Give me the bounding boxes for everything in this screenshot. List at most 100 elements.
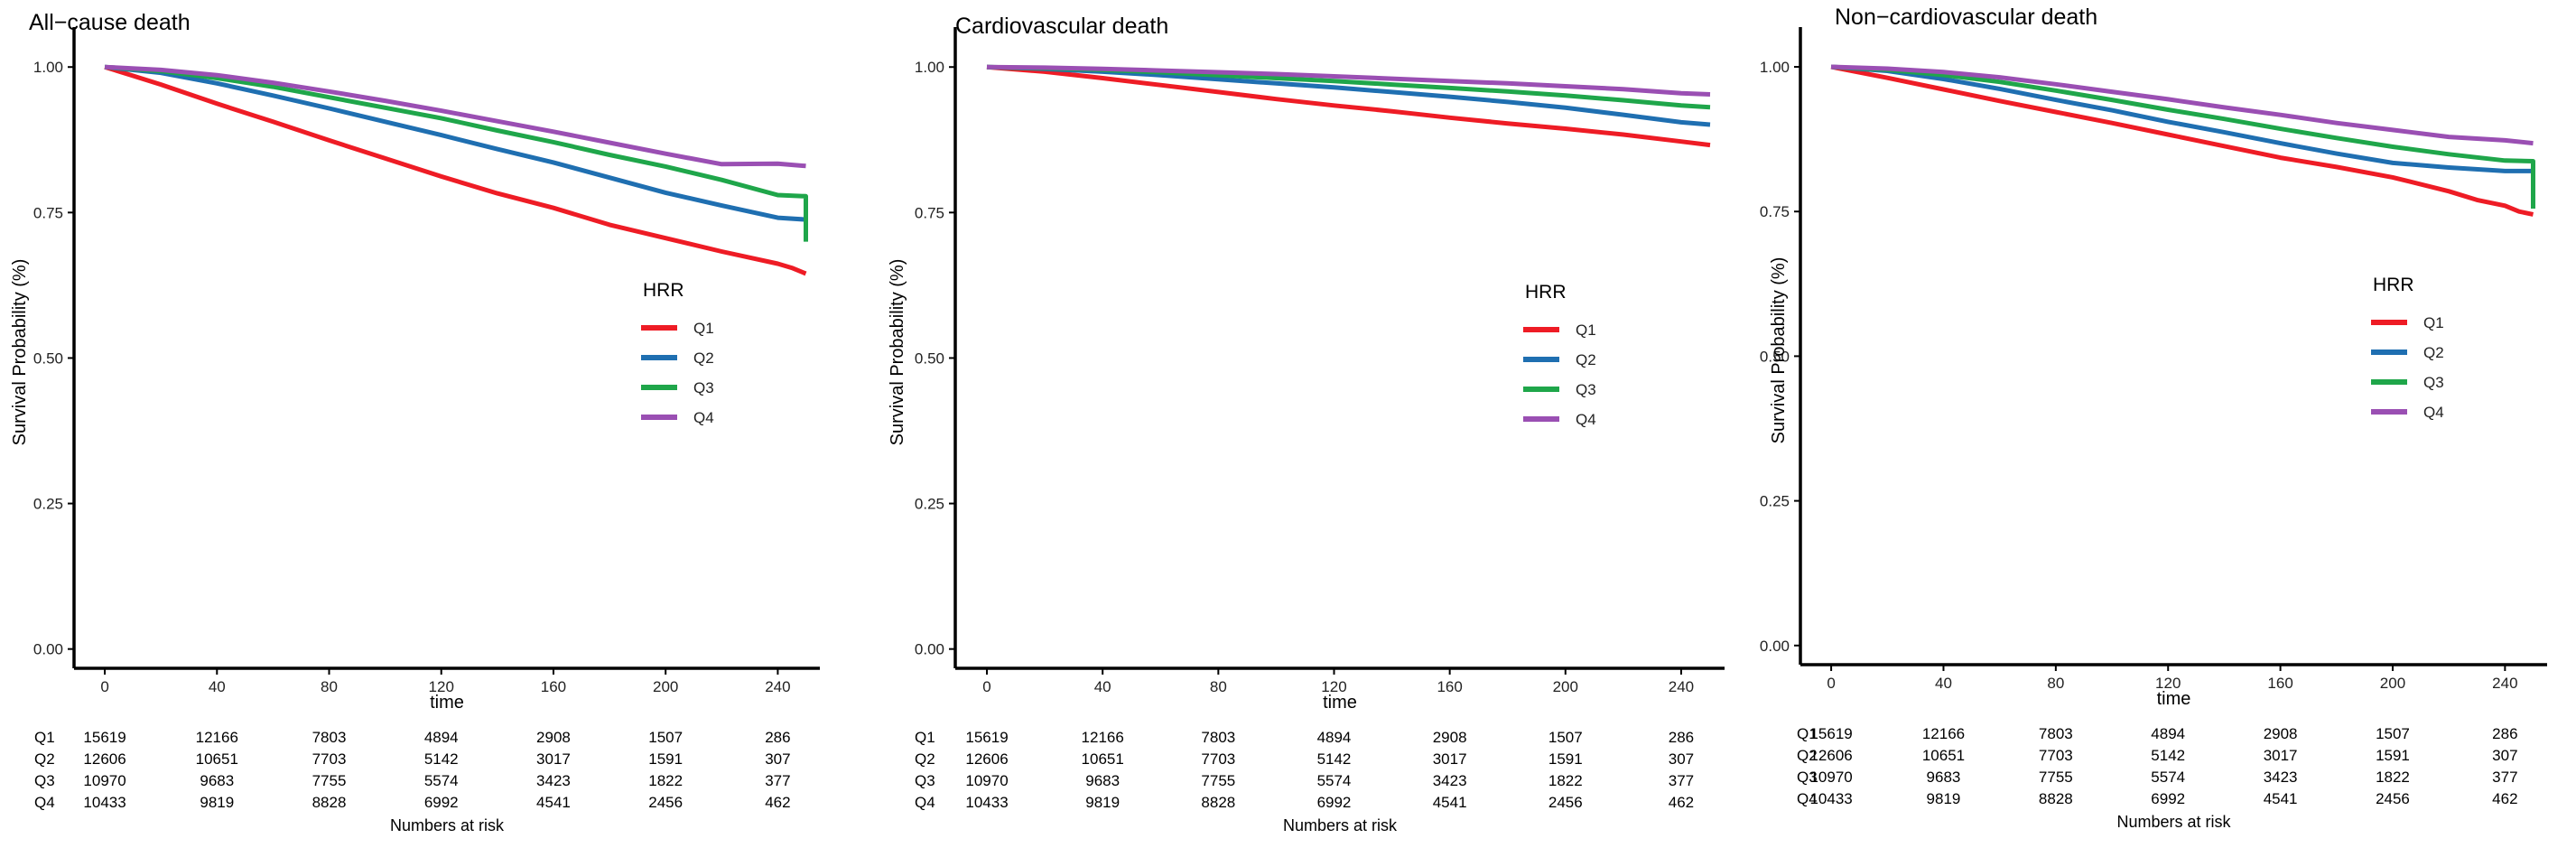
legend-label-q2: Q2 [1576, 351, 1596, 368]
risk-cell: 10433 [965, 794, 1008, 811]
risk-cell: 15619 [1809, 725, 1852, 742]
risk-row-label: Q4 [1797, 790, 1818, 807]
x-tick-label: 240 [2492, 675, 2517, 692]
y-tick-label: 0.50 [33, 349, 63, 367]
risk-row-label: Q1 [1797, 725, 1818, 742]
risk-cell: 462 [2492, 790, 2517, 807]
risk-cell: 10651 [1922, 747, 1965, 764]
x-tick-label: 240 [1669, 678, 1694, 695]
series-line-q4 [1831, 64, 2534, 146]
risk-cell: 6992 [2151, 790, 2185, 807]
risk-table-label: Numbers at risk [1283, 816, 1398, 834]
risk-cell: 2908 [2264, 725, 2298, 742]
risk-cell: 3017 [536, 750, 571, 768]
risk-row-label: Q2 [34, 750, 55, 768]
series-line-q3 [104, 64, 808, 242]
risk-cell: 462 [765, 794, 790, 811]
risk-cell: 286 [1669, 729, 1694, 746]
legend-label-q4: Q4 [1576, 411, 1596, 428]
risk-cell: 307 [2492, 747, 2517, 764]
risk-cell: 9683 [1085, 772, 1120, 789]
risk-cell: 10970 [965, 772, 1008, 789]
risk-cell: 462 [1669, 794, 1694, 811]
legend-label-q4: Q4 [693, 409, 714, 426]
risk-cell: 3423 [536, 772, 571, 789]
risk-cell: 5142 [1317, 750, 1352, 768]
legend-label-q2: Q2 [2423, 344, 2444, 361]
risk-cell: 7803 [1201, 729, 1235, 746]
risk-row-label: Q1 [34, 729, 55, 746]
x-axis-label: time [1323, 693, 1357, 713]
risk-row-label: Q4 [915, 794, 935, 811]
series-line-q1 [1830, 64, 2534, 217]
risk-cell: 3423 [1433, 772, 1467, 789]
legend-label-q3: Q3 [693, 379, 714, 396]
series-line-q1 [986, 64, 1711, 148]
series-line-q2 [1830, 64, 2534, 173]
y-tick-label: 0.50 [1760, 348, 1790, 365]
series-line-q1 [104, 64, 807, 276]
x-tick-label: 160 [1437, 678, 1462, 695]
risk-cell: 10651 [1082, 750, 1124, 768]
risk-cell: 1507 [648, 729, 683, 746]
risk-table-label: Numbers at risk [390, 816, 505, 834]
risk-cell: 3423 [2264, 769, 2298, 786]
risk-cell: 6992 [424, 794, 459, 811]
legend-label-q2: Q2 [693, 349, 714, 367]
risk-cell: 2908 [1433, 729, 1467, 746]
y-tick-label: 0.75 [33, 204, 63, 221]
series-line-q2 [104, 64, 806, 222]
risk-cell: 7703 [312, 750, 347, 768]
legend-label-q3: Q3 [1576, 381, 1596, 398]
x-tick-label: 0 [100, 678, 108, 695]
y-tick-label: 1.00 [1760, 59, 1790, 76]
risk-cell: 5142 [424, 750, 459, 768]
risk-cell: 7703 [1201, 750, 1235, 768]
x-tick-label: 200 [2380, 675, 2405, 692]
risk-cell: 8828 [1201, 794, 1235, 811]
risk-table-label: Numbers at risk [2116, 813, 2231, 831]
y-tick-label: 0.00 [1760, 638, 1790, 655]
y-axis-label: Survival Probability (%) [10, 259, 30, 446]
risk-cell: 2456 [1548, 794, 1583, 811]
x-tick-label: 80 [321, 678, 338, 695]
risk-cell: 5574 [1317, 772, 1352, 789]
risk-cell: 4541 [536, 794, 571, 811]
x-tick-label: 40 [1094, 678, 1111, 695]
x-tick-label: 80 [1210, 678, 1227, 695]
risk-cell: 4541 [2264, 790, 2298, 807]
x-tick-label: 0 [982, 678, 990, 695]
legend-title: HRR [1525, 282, 1567, 303]
chart-title: All−cause death [29, 10, 191, 35]
x-tick-label: 40 [1935, 675, 1952, 692]
risk-cell: 10651 [196, 750, 238, 768]
risk-cell: 12606 [965, 750, 1008, 768]
risk-cell: 1822 [1548, 772, 1583, 789]
risk-cell: 7803 [312, 729, 347, 746]
risk-row-label: Q3 [34, 772, 55, 789]
risk-cell: 9819 [1085, 794, 1120, 811]
risk-cell: 7803 [2039, 725, 2073, 742]
y-tick-label: 0.75 [915, 204, 944, 221]
risk-cell: 1822 [648, 772, 683, 789]
x-tick-label: 200 [653, 678, 678, 695]
risk-cell: 7755 [2039, 769, 2073, 786]
risk-cell: 1591 [1548, 750, 1583, 768]
y-tick-label: 0.50 [915, 349, 944, 367]
risk-cell: 1591 [648, 750, 683, 768]
y-axis-label: Survival Probability (%) [888, 259, 907, 446]
risk-cell: 9683 [1927, 769, 1961, 786]
legend-label-q1: Q1 [1576, 321, 1596, 339]
risk-cell: 10970 [1809, 769, 1852, 786]
x-tick-label: 120 [1321, 678, 1346, 695]
risk-cell: 307 [765, 750, 790, 768]
risk-cell: 7703 [2039, 747, 2073, 764]
risk-cell: 9819 [1927, 790, 1961, 807]
risk-cell: 5142 [2151, 747, 2185, 764]
legend-label-q3: Q3 [2423, 374, 2444, 391]
risk-cell: 10433 [83, 794, 126, 811]
risk-cell: 4894 [2151, 725, 2185, 742]
risk-cell: 12606 [83, 750, 126, 768]
x-tick-label: 80 [2047, 675, 2064, 692]
